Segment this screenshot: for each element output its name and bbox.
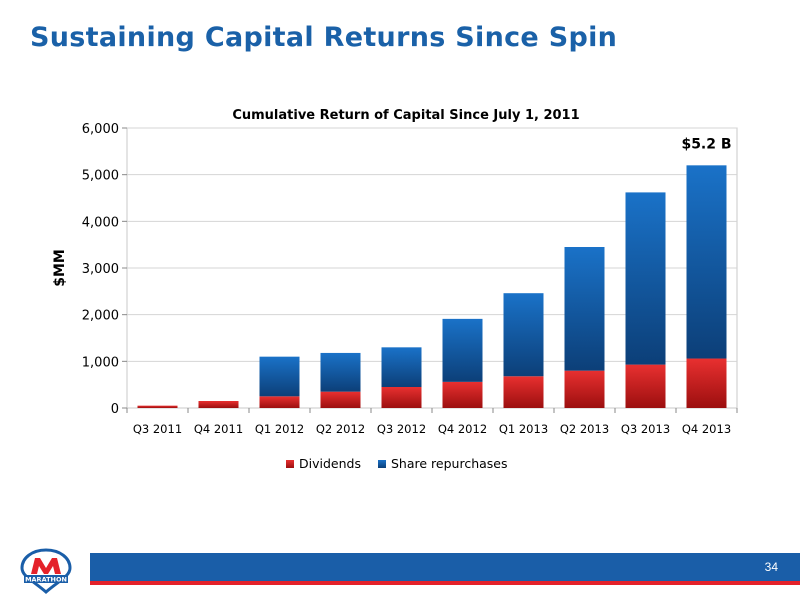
x-tick-label: Q1 2013 [499,422,548,436]
bar-dividends [198,401,239,408]
bar-dividends [259,396,300,408]
bar-dividends [442,381,483,408]
y-tick-label: 5,000 [82,169,119,184]
bar-share-repurchases [503,293,544,377]
y-axis-title: $MM [52,249,68,287]
bar-share-repurchases [320,352,361,392]
bar-share-repurchases [625,192,666,365]
footer-accent-bar [90,581,800,585]
y-tick-label: 6,000 [82,122,119,137]
bar-dividends [320,391,361,408]
legend-swatch-dividends [286,460,294,468]
x-tick-label: Q2 2013 [560,422,609,436]
y-tick-label: 2,000 [82,309,119,324]
y-tick-label: 3,000 [82,262,119,277]
x-tick-label: Q4 2011 [194,422,243,436]
axes: 0 1,000 2,000 3,000 4,000 5,000 6,000 Q3 2011 Q4… [82,122,738,436]
bar-dividends [625,364,666,408]
x-tick-label: Q2 2012 [316,422,365,436]
total-annotation: $5.2 B [681,136,731,152]
x-tick-label: Q3 2013 [621,422,670,436]
chart: Cumulative Return of Capital Since July … [52,108,738,471]
bar-share-repurchases [442,318,483,382]
bar-dividends [686,358,727,408]
logo-text: MARATHON [25,576,67,584]
bar-share-repurchases [564,247,605,371]
x-tick-label: Q4 2012 [438,422,487,436]
bars [137,165,727,408]
slide-title: Sustaining Capital Returns Since Spin [30,22,618,53]
legend-label-dividends: Dividends [299,456,361,471]
footer-bar [90,553,800,581]
legend-label-share-repurchases: Share repurchases [391,456,508,471]
x-tick-label: Q3 2011 [133,422,182,436]
legend: Dividends Share repurchases [286,456,508,471]
marathon-logo-icon: MARATHON [20,548,72,594]
bar-dividends [137,405,178,408]
bar-share-repurchases [381,347,422,387]
x-tick-label: Q4 2013 [682,422,731,436]
chart-title: Cumulative Return of Capital Since July … [232,108,579,123]
x-tick-label: Q1 2012 [255,422,304,436]
legend-swatch-share-repurchases [378,460,386,468]
y-tick-label: 1,000 [82,355,119,370]
y-tick-label: 0 [111,402,119,417]
bar-dividends [503,376,544,408]
page-number: 34 [764,560,778,574]
y-tick-label: 4,000 [82,215,119,230]
bar-dividends [381,387,422,408]
x-tick-label: Q3 2012 [377,422,426,436]
bar-share-repurchases [686,165,727,359]
bar-dividends [564,370,605,408]
bar-share-repurchases [259,356,300,397]
